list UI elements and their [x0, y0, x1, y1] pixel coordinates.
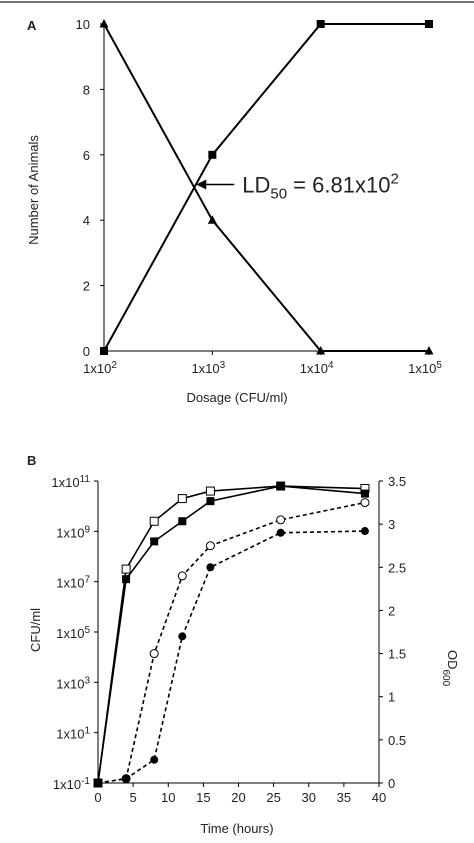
panel-a-y-tick-label: 8 [83, 82, 90, 97]
panel-b-right-tick-label: 0 [388, 776, 395, 791]
panel-a-point [207, 215, 217, 224]
panel-b-x-tick-label: 35 [337, 790, 351, 805]
panel-b-right-tick-label: 1 [388, 690, 395, 705]
panel-b-series-line [97, 485, 365, 784]
panel-b-point [150, 537, 159, 546]
panel-a-x-tick-label: 1x102 [83, 360, 117, 376]
panel-b-x-tick-label: 5 [130, 790, 137, 805]
panel-b-right-tick-label: 1.5 [388, 647, 406, 662]
panel-a-series-line [103, 23, 429, 352]
panel-b-left-tick-label: 1x105 [56, 625, 90, 641]
panel-b-point [206, 563, 215, 572]
panel-b-y-axis-label: CFU/ml [28, 608, 43, 652]
panel-b-x-axis-label: Time (hours) [200, 821, 273, 836]
panel-b-point [205, 541, 215, 551]
panel-a-y-tick-label: 0 [83, 344, 90, 359]
ld50-label: LD50 = 6.81x102 [242, 171, 399, 203]
panel-b-x-tick-label: 20 [231, 790, 245, 805]
panel-b-right-axis-title: OD600 [440, 650, 460, 687]
panel-b-point [150, 755, 159, 764]
panel-b-x-tick-label: 30 [302, 790, 316, 805]
panel-b-point [360, 489, 369, 498]
panel-b-point [122, 575, 131, 584]
panel-a-y-tick-label: 4 [83, 213, 90, 228]
panel-b-x-tick-label: 10 [161, 790, 175, 805]
panel-b-right-tick-label: 3.5 [388, 474, 406, 489]
panel-b-point [177, 494, 187, 504]
panel-b-right-tick-label: 2.5 [388, 560, 406, 575]
panel-b-point [178, 517, 187, 526]
panel-b-chart: B 0 5 10 15 20 25 30 35 401x10-11x1011x1031x1051… [27, 453, 460, 836]
panel-b-point [360, 527, 369, 536]
panel-b-point [177, 571, 187, 581]
panel-b-x-tick-label: 15 [196, 790, 210, 805]
panel-b-point [360, 498, 370, 508]
panel-b-ticks: 0 5 10 15 20 25 30 35 401x10-11x1011x1031x1051x1… [51, 474, 406, 805]
panel-b-left-tick-label: 1x1011 [51, 474, 90, 490]
panel-a-point [208, 150, 217, 159]
panel-a-x-tick-label: 1x105 [408, 360, 442, 376]
panel-b-left-tick-label: 1x103 [56, 675, 90, 691]
panel-b-point [149, 649, 159, 659]
panel-b-right-tick-label: 2 [388, 603, 395, 618]
panel-b-point [122, 774, 131, 783]
panel-b-point [121, 564, 131, 574]
panel-a-x-tick-label: 1x104 [300, 360, 334, 376]
panel-b-series-line [97, 530, 365, 784]
panel-b-series [93, 481, 370, 788]
panel-a-y-tick-label: 10 [76, 17, 90, 32]
panel-a-ticks: 0 2 4 6 8 10 1x102 1x103 1x104 1x105 [76, 17, 443, 376]
panel-b-letter: B [27, 453, 36, 468]
panel-b-right-tick-label: 0.5 [388, 733, 406, 748]
panel-b-point [276, 482, 285, 491]
panel-a-point [424, 346, 434, 355]
panel-b-left-tick-label: 1x109 [56, 524, 90, 540]
panel-b-point [149, 516, 159, 526]
panel-b-left-tick-label: 1x107 [56, 575, 90, 591]
panel-b-right-tick-label: 3 [388, 517, 395, 532]
panel-a-x-tick-label: 1x103 [191, 360, 225, 376]
panel-b-x-tick-label: 40 [372, 790, 386, 805]
panel-a-y-tick-label: 6 [83, 148, 90, 163]
panel-a-y-tick-label: 2 [83, 279, 90, 294]
panel-b-x-tick-label: 25 [266, 790, 280, 805]
panel-a-y-axis-label: Number of Animals [26, 135, 41, 245]
panel-b-left-tick-label: 1x101 [56, 726, 90, 742]
panel-a-point [316, 346, 326, 355]
panel-b-point [206, 497, 215, 506]
ld50-annotation: LD50 = 6.81x102 [196, 171, 399, 203]
panel-b-series-line [97, 501, 366, 784]
panel-b-right-axis-label: OD600 [440, 650, 460, 687]
panel-a-series [99, 19, 434, 355]
panel-b-point [94, 779, 102, 787]
panel-a-series-line [103, 23, 429, 352]
panel-b-left-tick-label: 1x10-1 [53, 776, 91, 792]
panel-a-letter: A [27, 18, 37, 33]
panel-b-point [276, 515, 286, 525]
panel-b-point [276, 528, 285, 537]
panel-a-x-axis-label: Dosage (CFU/ml) [186, 390, 287, 405]
panel-b-series-line [97, 485, 366, 784]
panel-b-x-tick-label: 0 [94, 790, 101, 805]
panel-a-point [425, 20, 433, 28]
panel-b-point [178, 632, 187, 641]
panel-a-chart: A 0 2 4 6 8 10 1x102 1x103 1x104 1x105 Dosage (CF… [26, 17, 442, 405]
panel-b-point [205, 486, 215, 496]
panel-b-axes [97, 481, 380, 784]
panel-a-point [99, 19, 109, 28]
ld50-arrow-head [196, 179, 207, 190]
panel-a-point [316, 20, 325, 28]
panel-a-point [100, 347, 108, 355]
